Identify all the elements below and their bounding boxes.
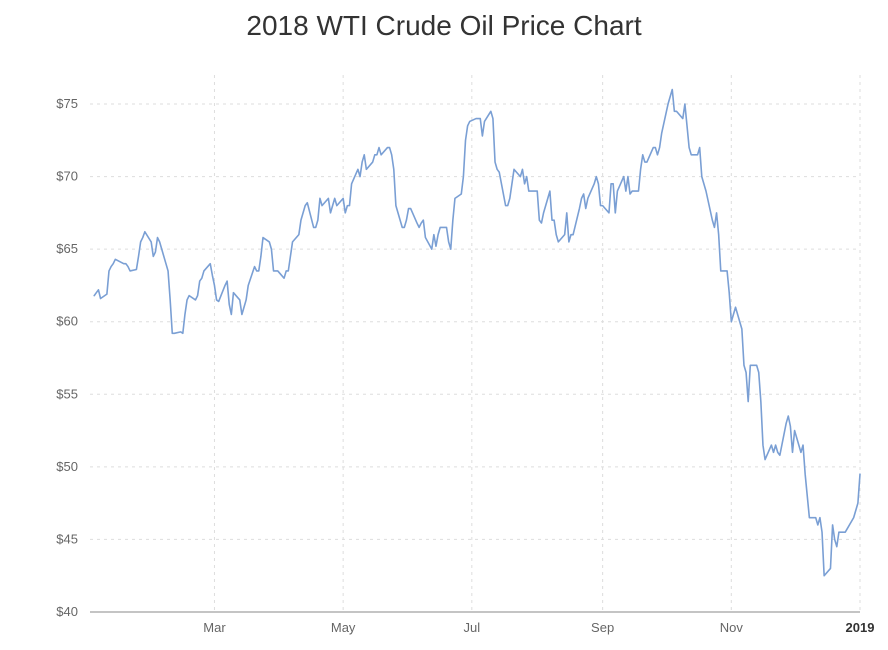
ytick-label: $55 [56, 386, 78, 401]
xtick-label: May [331, 620, 356, 635]
xtick-label: Mar [203, 620, 226, 635]
ytick-label: $60 [56, 314, 78, 329]
xtick-label: Sep [591, 620, 614, 635]
xtick-label: Jul [464, 620, 481, 635]
chart-svg: $40$45$50$55$60$65$70$75MarMayJulSepNov2… [0, 0, 888, 650]
ytick-label: $40 [56, 604, 78, 619]
xtick-label: Nov [720, 620, 744, 635]
xtick-label: 2019 [846, 620, 875, 635]
ytick-label: $50 [56, 459, 78, 474]
ytick-label: $75 [56, 96, 78, 111]
ytick-label: $70 [56, 169, 78, 184]
chart-container: 2018 WTI Crude Oil Price Chart $40$45$50… [0, 0, 888, 650]
ytick-label: $45 [56, 531, 78, 546]
price-line [94, 90, 860, 576]
ytick-label: $65 [56, 241, 78, 256]
